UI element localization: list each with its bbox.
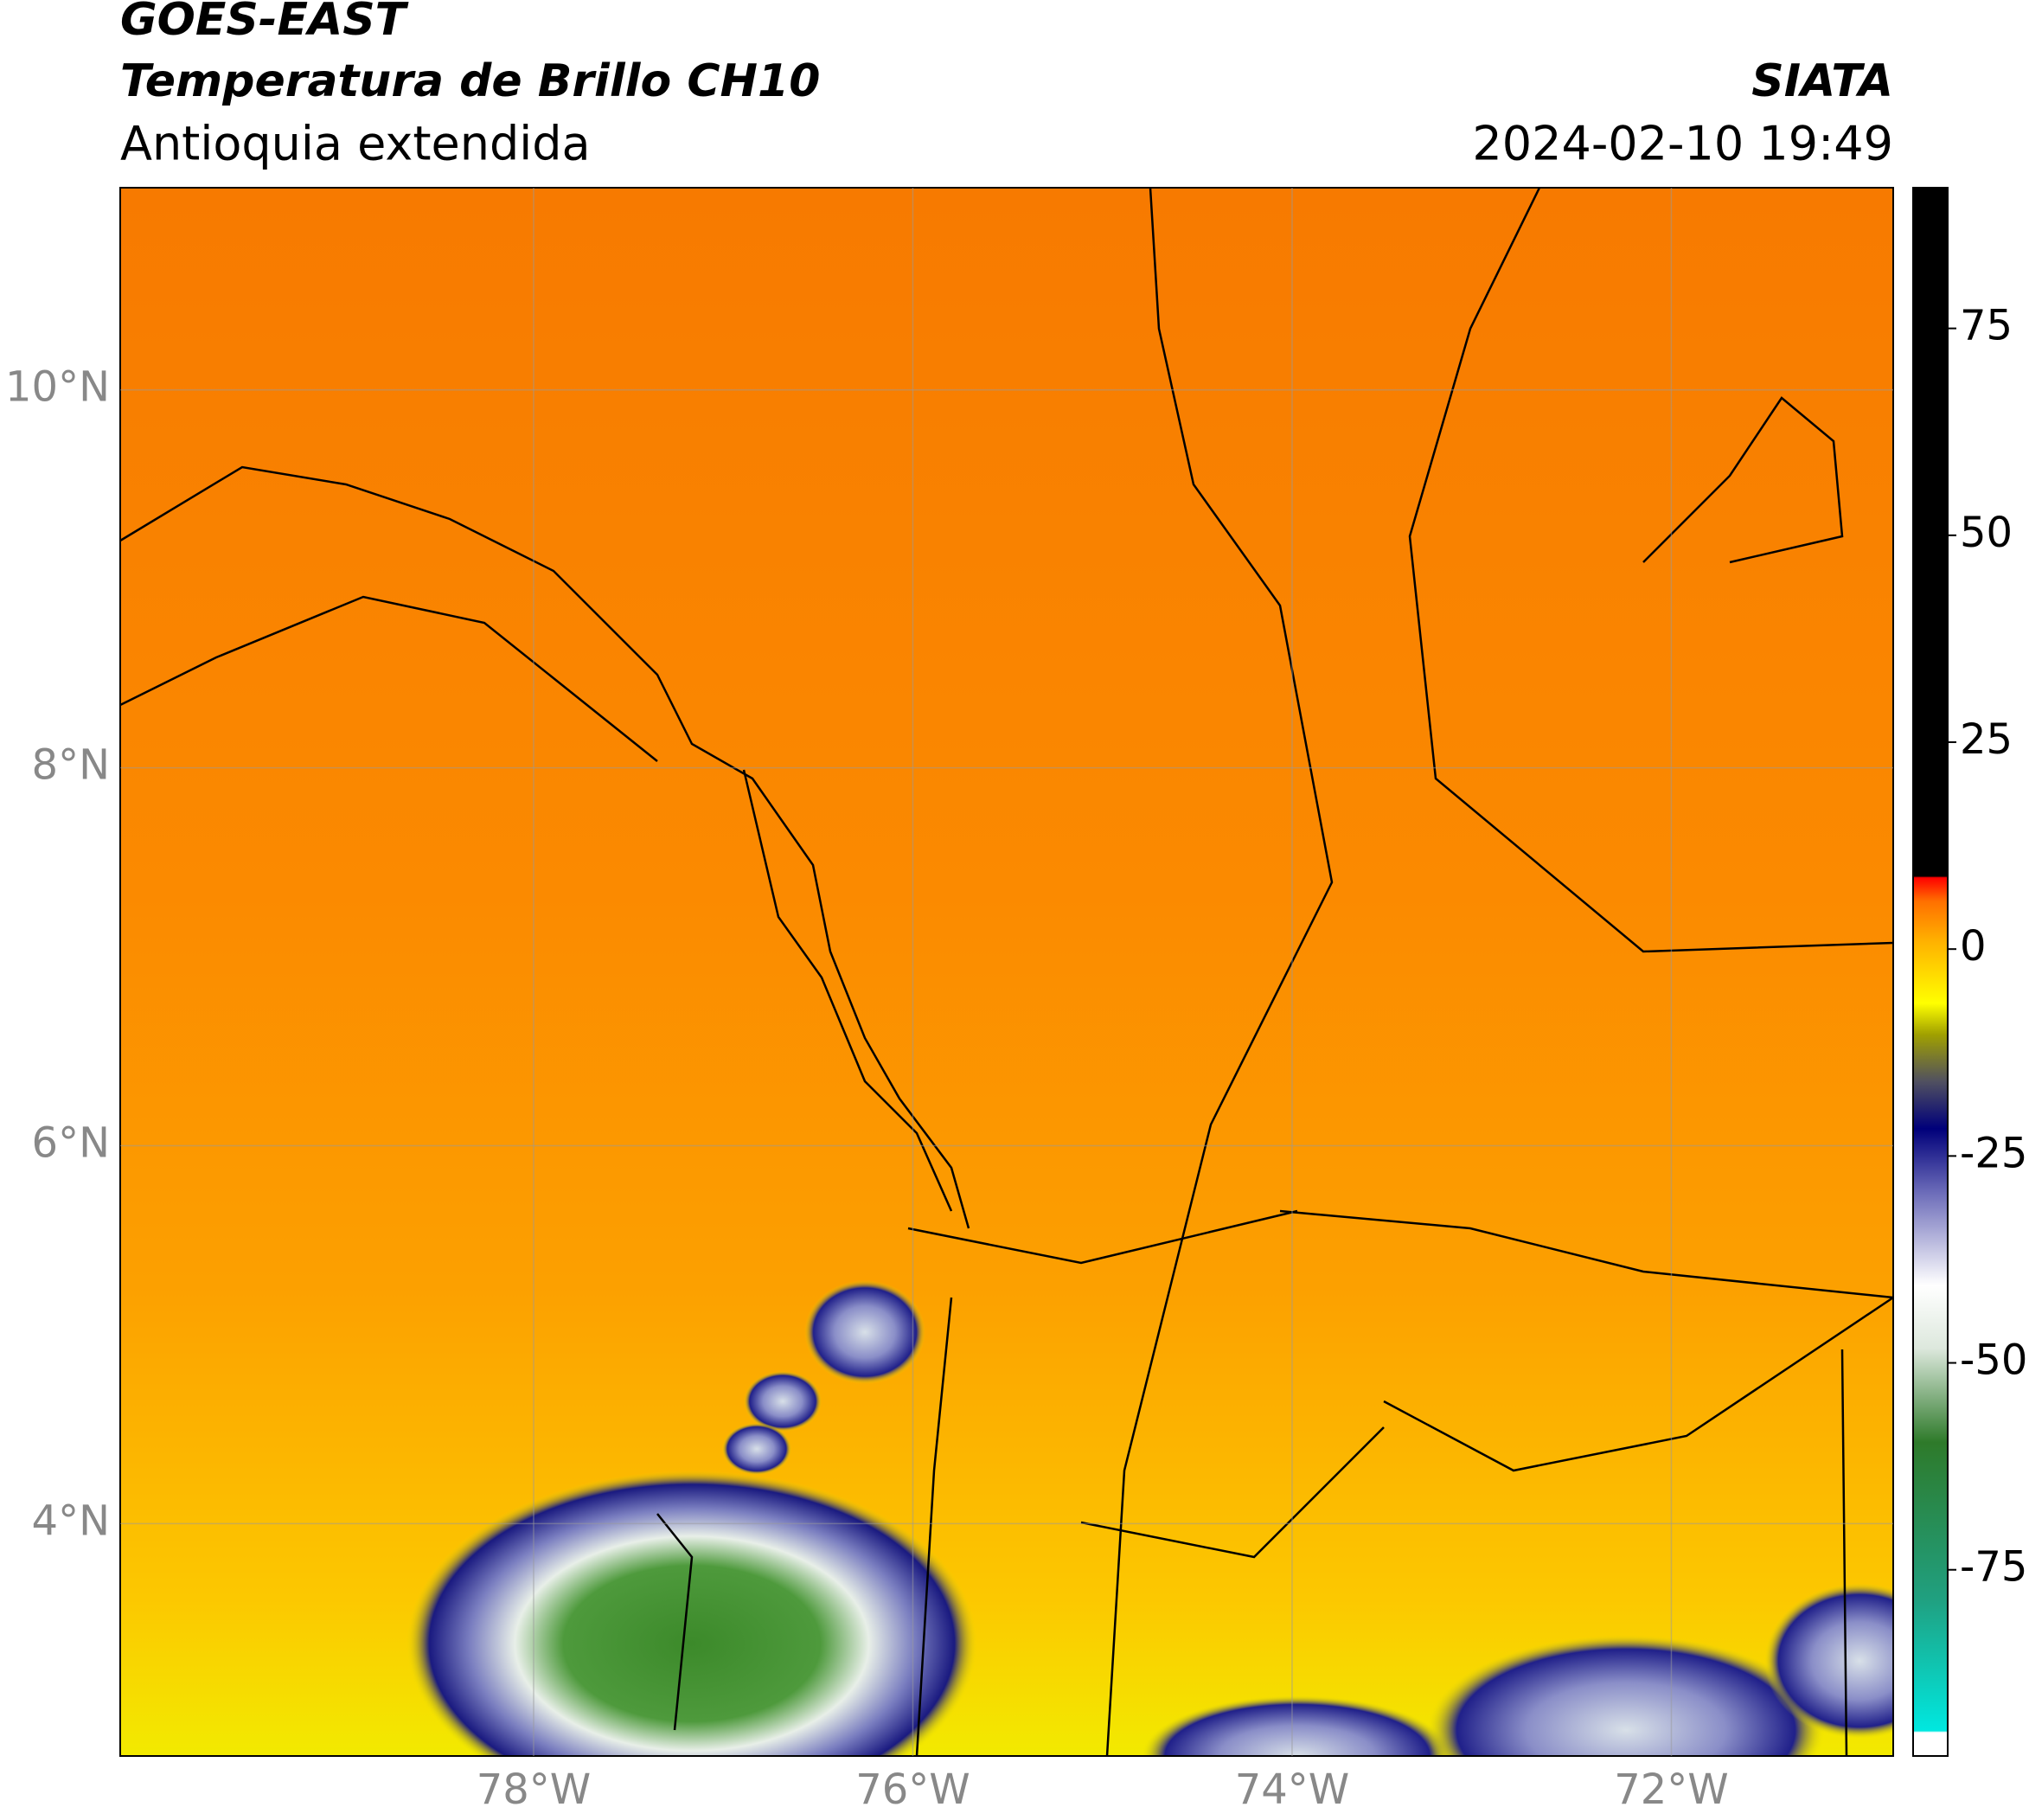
x-tick-label: 78°W: [477, 1766, 592, 1814]
region: Antioquia extendida: [120, 117, 591, 171]
y-tick-label: 6°N: [32, 1118, 110, 1167]
colorbar-tick-label: -50: [1960, 1336, 2027, 1385]
subtitle: Temperatura de Brillo CH10: [120, 55, 820, 107]
map-image: [120, 188, 1893, 1756]
colorbar-tick-label: 25: [1960, 715, 2013, 764]
y-tick-label: 4°N: [32, 1496, 110, 1545]
colorbar-tick-label: 0: [1960, 922, 1987, 971]
title: GOES-EAST: [120, 0, 409, 46]
map-frame: [119, 187, 1894, 1757]
colorbar-tick-label: -25: [1960, 1129, 2027, 1177]
y-tick-label: 10°N: [5, 363, 110, 412]
borders: [120, 188, 1893, 1756]
colorbar-tick-label: 75: [1960, 302, 2013, 350]
colorbar-tick-label: -75: [1960, 1543, 2027, 1592]
datetime: 2024-02-10 19:49: [1472, 117, 1893, 171]
x-tick-label: 72°W: [1614, 1766, 1729, 1814]
x-tick-label: 74°W: [1235, 1766, 1350, 1814]
y-tick-label: 8°N: [32, 741, 110, 790]
colorbar-tick-label: 50: [1960, 509, 2013, 557]
x-tick-label: 76°W: [855, 1766, 970, 1814]
colorbar: [1912, 187, 1949, 1757]
source: SIATA: [1751, 55, 1893, 107]
